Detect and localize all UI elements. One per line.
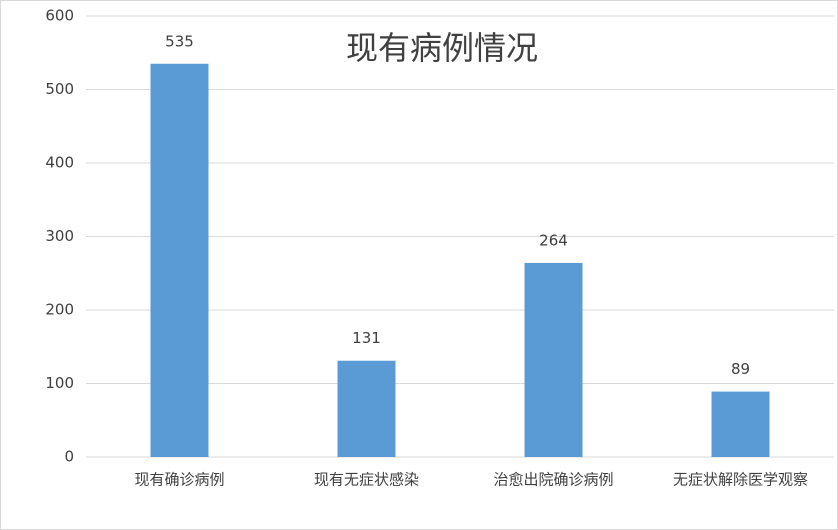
bar [150, 63, 209, 458]
y-tick-label: 200 [45, 301, 74, 319]
y-tick-label: 0 [64, 448, 74, 466]
chart-title: 现有病例情况 [346, 29, 538, 67]
y-tick-label: 400 [45, 154, 74, 172]
data-label: 89 [731, 360, 750, 378]
x-tick-label: 现有无症状感染 [314, 471, 419, 489]
x-tick-label: 治愈出院确诊病例 [493, 471, 613, 489]
bar [711, 391, 770, 457]
y-tick-label: 500 [45, 80, 74, 98]
x-tick-label: 现有确诊病例 [134, 471, 224, 489]
data-label: 131 [352, 329, 381, 347]
bar [524, 262, 583, 457]
y-tick-label: 300 [45, 227, 74, 245]
y-tick-label: 100 [45, 374, 74, 392]
x-tick-label: 无症状解除医学观察 [673, 471, 808, 489]
data-label: 264 [539, 231, 568, 249]
y-tick-label: 600 [45, 7, 74, 25]
data-label: 535 [165, 32, 194, 50]
bar [337, 360, 396, 457]
